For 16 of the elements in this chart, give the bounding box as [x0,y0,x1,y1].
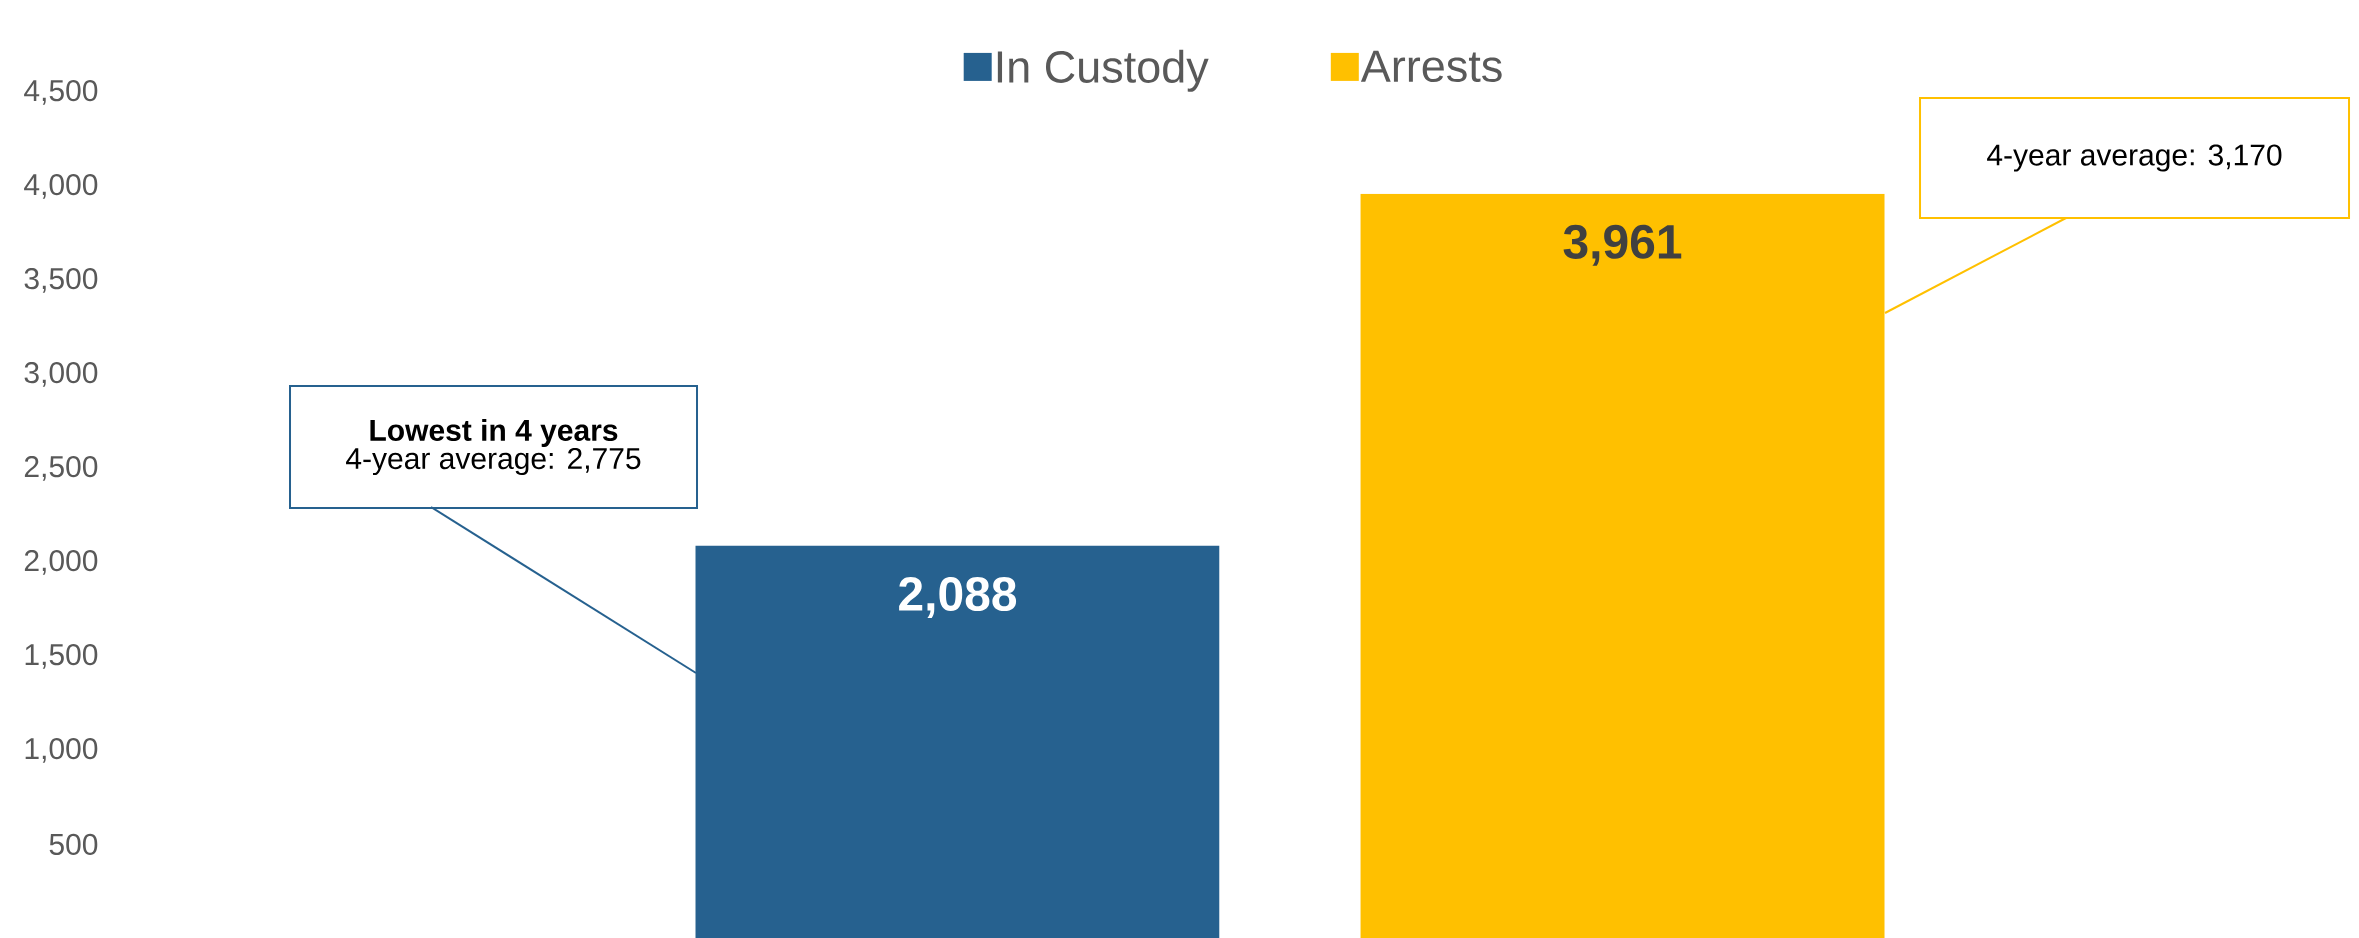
y-tick-label: 4,500 [24,80,98,105]
y-tick-label: 3,500 [24,268,98,293]
text: 2,088 [899,576,1017,618]
y-tick-label: 2,000 [24,550,98,575]
y-tick-label: 1,500 [25,644,98,669]
text: 3,961 [1563,224,1682,266]
legend-label: Arrests [1360,50,1502,83]
y-tick-label: 500 [49,833,98,856]
text: 4-year average: 3,170 [1987,144,2282,172]
y-tick-label: 1,000 [25,738,98,763]
annotation: Lowest in 4 years [370,418,618,447]
y-tick-label: 4,000 [24,174,98,199]
y-tick-label: 2,500 [24,456,98,481]
annotation: 4-year average: 2,775 [346,447,641,476]
legend-label: In Custody [997,49,1209,92]
y-tick-label: 3,000 [24,362,98,387]
